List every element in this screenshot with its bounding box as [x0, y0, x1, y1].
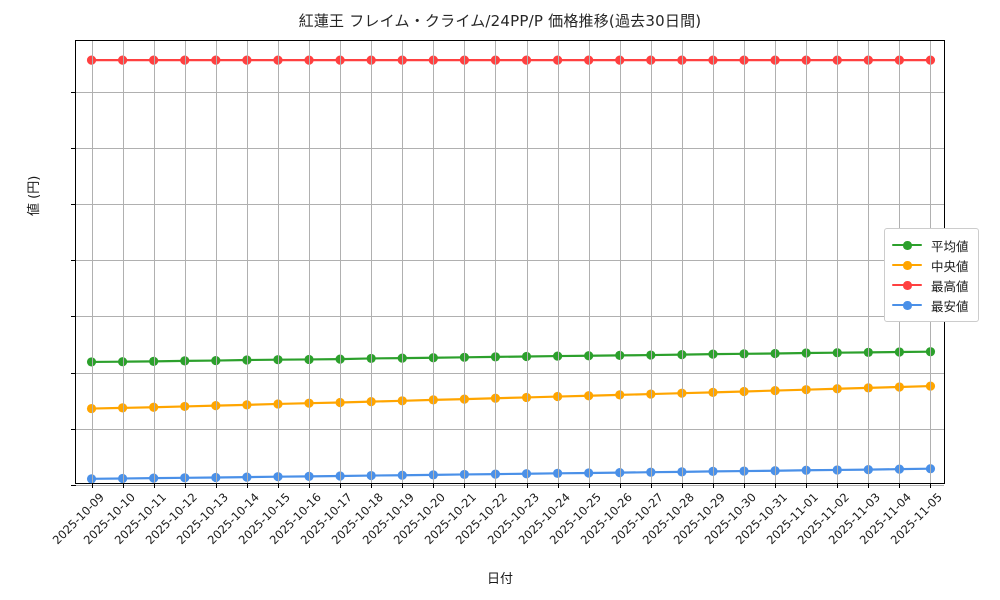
legend-label: 平均値	[931, 238, 969, 254]
gridline-vertical	[184, 41, 186, 483]
gridline-vertical	[402, 41, 404, 483]
gridline-horizontal	[76, 372, 944, 374]
gridline-vertical	[277, 41, 279, 483]
legend-label: 中央値	[931, 258, 969, 274]
x-tick-mark	[122, 483, 124, 488]
gridline-vertical	[246, 41, 248, 483]
x-tick-mark	[557, 483, 559, 488]
y-tick-mark	[71, 485, 76, 486]
x-tick-mark	[526, 483, 528, 488]
y-tick-mark	[71, 316, 76, 318]
x-tick-mark	[246, 483, 248, 488]
legend-color-swatch	[892, 278, 922, 292]
gridline-horizontal	[76, 147, 944, 149]
series-line	[90, 467, 932, 480]
gridline-horizontal	[76, 203, 944, 205]
gridline-vertical	[153, 41, 155, 483]
gridline-vertical	[340, 41, 342, 483]
legend-color-swatch	[892, 258, 922, 272]
gridline-horizontal	[76, 428, 944, 430]
gridline-vertical	[91, 41, 93, 483]
gridline-horizontal	[76, 91, 944, 93]
x-tick-mark	[712, 483, 714, 488]
gridline-vertical	[557, 41, 559, 483]
gridline-vertical	[650, 41, 652, 483]
gridline-vertical	[806, 41, 808, 483]
chart-legend: 平均値中央値最高値最安値	[884, 228, 979, 322]
x-tick-mark	[184, 483, 186, 488]
x-tick-mark	[837, 483, 839, 488]
legend-color-swatch	[892, 238, 922, 252]
legend-item[interactable]: 平均値	[892, 235, 969, 255]
plot-area: 値 (円)	[27, 40, 945, 488]
gridline-horizontal	[76, 316, 944, 318]
gridline-vertical	[744, 41, 746, 483]
series-layer	[86, 55, 936, 484]
x-tick-mark	[153, 483, 155, 488]
x-tick-mark	[650, 483, 652, 488]
y-tick-mark	[71, 372, 76, 374]
y-tick-mark	[71, 260, 76, 262]
legend-color-swatch	[892, 298, 922, 312]
gridline-vertical	[775, 41, 777, 483]
series-line	[90, 384, 932, 410]
x-tick-mark	[681, 483, 683, 488]
legend-item[interactable]: 最高値	[892, 275, 969, 295]
gridline-vertical	[526, 41, 528, 483]
x-tick-mark	[402, 483, 404, 488]
legend-item[interactable]: 最安値	[892, 295, 969, 315]
gridline-vertical	[371, 41, 373, 483]
gridline-vertical	[495, 41, 497, 483]
gridline-vertical	[619, 41, 621, 483]
x-axis-title: 日付	[486, 572, 513, 587]
x-tick-mark	[588, 483, 590, 488]
gridline-horizontal	[76, 260, 944, 262]
x-tick-mark	[371, 483, 373, 488]
x-tick-mark	[215, 483, 217, 488]
x-tick-mark	[930, 483, 932, 488]
y-tick-mark	[71, 91, 76, 93]
y-tick-mark	[71, 203, 76, 205]
legend-item[interactable]: 中央値	[892, 255, 969, 275]
gridline-vertical	[215, 41, 217, 483]
gridline-vertical	[122, 41, 124, 483]
gridline-vertical	[588, 41, 590, 483]
gridline-vertical	[464, 41, 466, 483]
x-tick-mark	[775, 483, 777, 488]
x-tick-mark	[806, 483, 808, 488]
gridline-vertical	[837, 41, 839, 483]
x-tick-mark	[899, 483, 901, 488]
gridline-vertical	[681, 41, 683, 483]
series-line	[90, 350, 932, 364]
gridline-vertical	[712, 41, 714, 483]
legend-label: 最安値	[931, 298, 969, 314]
x-tick-mark	[495, 483, 497, 488]
x-tick-mark	[868, 483, 870, 488]
y-tick-mark	[71, 147, 76, 149]
x-tick-mark	[744, 483, 746, 488]
gridline-vertical	[433, 41, 435, 483]
gridline-vertical	[868, 41, 870, 483]
x-tick-mark	[91, 483, 93, 488]
gridline-vertical	[309, 41, 311, 483]
x-tick-mark	[619, 483, 621, 488]
x-tick-mark	[277, 483, 279, 488]
legend-label: 最高値	[931, 278, 969, 294]
x-tick-mark	[340, 483, 342, 488]
gridline-horizontal	[76, 485, 944, 486]
chart-title: 紅蓮王 フレイム・クライム/24PP/P 価格推移(過去30日間)	[298, 12, 702, 30]
y-tick-mark	[71, 428, 76, 430]
x-tick-mark	[433, 483, 435, 488]
y-axis-title: 値 (円)	[27, 175, 42, 216]
x-tick-mark	[309, 483, 311, 488]
x-tick-mark	[464, 483, 466, 488]
